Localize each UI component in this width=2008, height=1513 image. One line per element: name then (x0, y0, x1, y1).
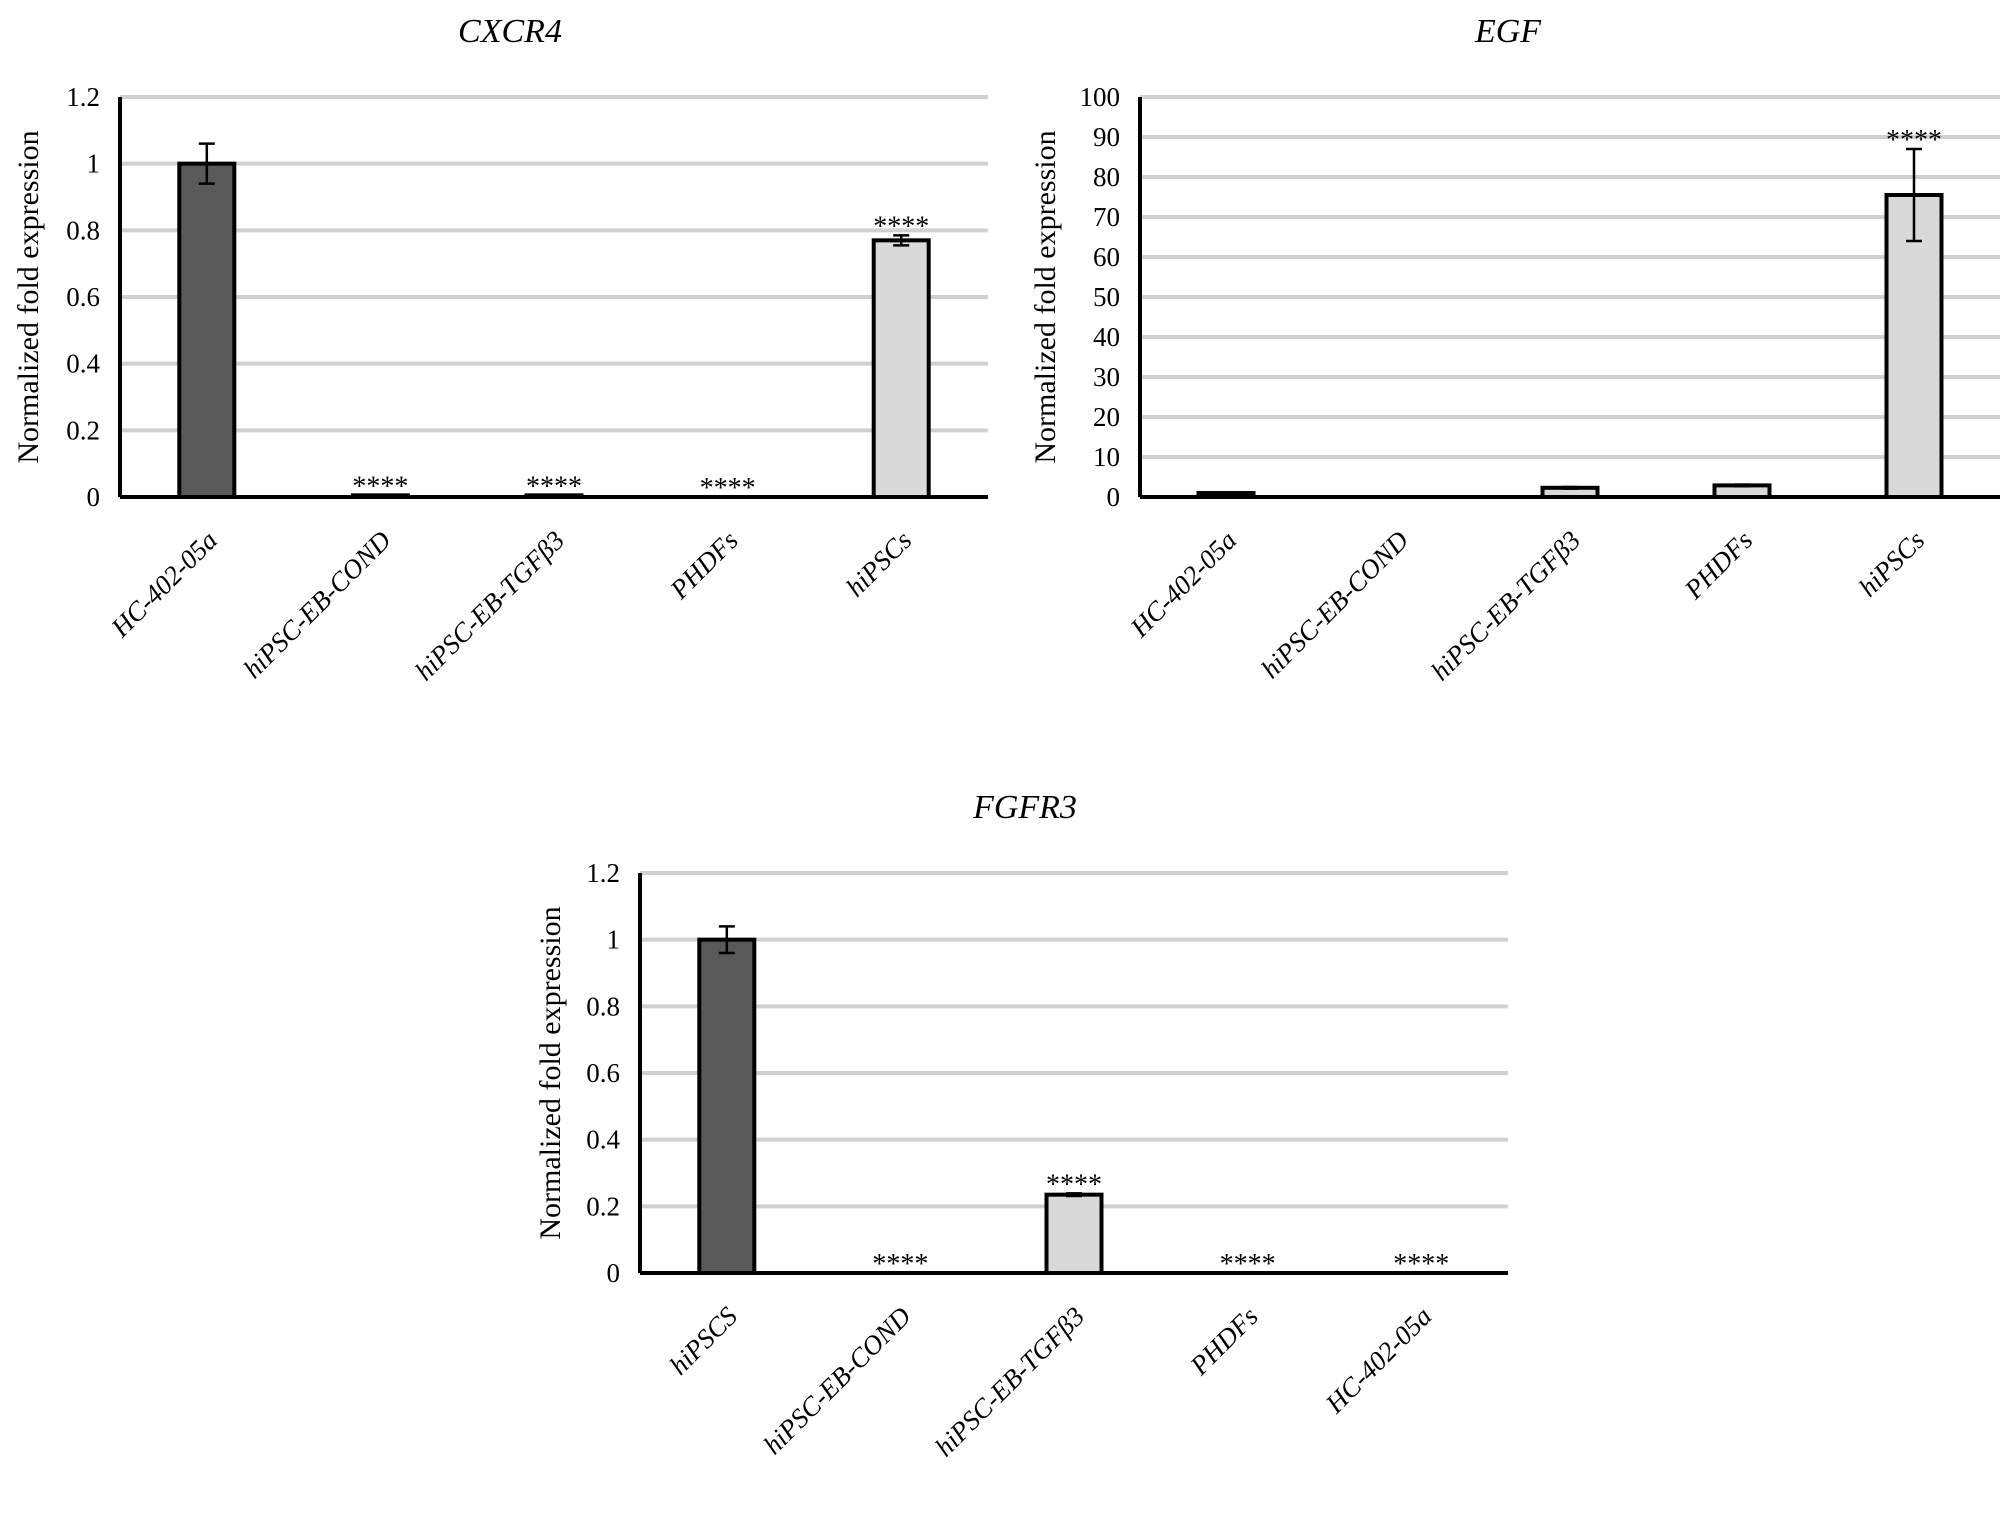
significance-label: **** (700, 473, 756, 504)
y-tick-label: 0.8 (586, 991, 620, 1021)
chart-0: CXCR4 0 0.2 0.4 0.6 0.8 1 1.2 Normalized fold ex… (12, 13, 988, 686)
chart-title: EGF (1474, 13, 1542, 50)
y-tick-label: 0.6 (586, 1058, 620, 1088)
x-tick-label: HC-402-05a (1319, 1301, 1437, 1419)
y-tick-label: 0 (87, 482, 101, 512)
significance-label: **** (1046, 1169, 1102, 1200)
y-tick-label: 0.4 (586, 1125, 620, 1155)
significance-label: **** (873, 211, 929, 242)
chart-2: FGFR3 0 0.2 0.4 0.6 0.8 1 1.2 Normalized fold ex… (534, 789, 1508, 1462)
y-tick-label: 100 (1080, 82, 1121, 112)
x-tick-label: hiPSC-EB-COND (758, 1301, 917, 1460)
significance-label: **** (872, 1249, 928, 1280)
significance-label: **** (1393, 1249, 1449, 1280)
chart-title: CXCR4 (458, 13, 562, 50)
y-tick-label: 30 (1093, 362, 1120, 392)
y-tick-label: 60 (1093, 242, 1120, 272)
y-axis-label: Normalized fold expression (12, 130, 45, 463)
y-tick-label: 0.2 (586, 1191, 620, 1221)
bar (1884, 193, 1944, 499)
bar (697, 937, 757, 1276)
x-tick-label: hiPSC-EB-COND (238, 525, 397, 684)
y-tick-label: 1.2 (66, 82, 100, 112)
significance-label: **** (1886, 125, 1942, 156)
y-tick-label: 80 (1093, 162, 1120, 192)
y-tick-label: 0.2 (66, 415, 100, 445)
x-tick-label: hiPSC-EB-TGFβ3 (929, 1301, 1090, 1462)
y-tick-label: 0.8 (66, 215, 100, 245)
bar (177, 161, 237, 500)
y-tick-label: 0.4 (66, 349, 100, 379)
y-tick-label: 20 (1093, 402, 1120, 432)
y-tick-label: 1 (607, 925, 621, 955)
x-tick-label: hiPSCs (1853, 525, 1930, 602)
bar (871, 238, 931, 499)
y-tick-label: 40 (1093, 322, 1120, 352)
y-tick-label: 70 (1093, 202, 1120, 232)
y-tick-label: 50 (1093, 282, 1120, 312)
y-tick-label: 90 (1093, 122, 1120, 152)
y-tick-label: 1.2 (586, 858, 620, 888)
x-tick-label: PHDFs (1184, 1301, 1264, 1381)
y-tick-label: 1 (87, 149, 101, 179)
x-tick-label: hiPSCS (663, 1301, 743, 1381)
x-tick-label: HC-402-05a (1124, 525, 1242, 643)
x-tick-label: PHDFs (1678, 525, 1758, 605)
x-tick-label: PHDFs (664, 525, 744, 605)
x-tick-label: hiPSC-EB-COND (1255, 525, 1414, 684)
y-axis-label: Normalized fold expression (1029, 130, 1062, 463)
y-axis-label: Normalized fold expression (534, 906, 567, 1239)
y-tick-label: 0 (1107, 482, 1121, 512)
y-tick-label: 0.6 (66, 282, 100, 312)
x-tick-label: hiPSCs (840, 525, 917, 602)
y-tick-label: 0 (607, 1258, 621, 1288)
x-tick-label: hiPSC-EB-TGFβ3 (1425, 525, 1586, 686)
x-tick-label: hiPSC-EB-TGFβ3 (409, 525, 570, 686)
y-tick-label: 10 (1093, 442, 1120, 472)
bar (1044, 1192, 1104, 1275)
chart-title: FGFR3 (972, 789, 1077, 826)
x-tick-label: HC-402-05a (105, 525, 223, 643)
chart-1: EGF 0 10 20 30 40 50 60 70 80 90 100 Normalized fold… (1029, 13, 2000, 686)
significance-label: **** (1220, 1249, 1276, 1280)
